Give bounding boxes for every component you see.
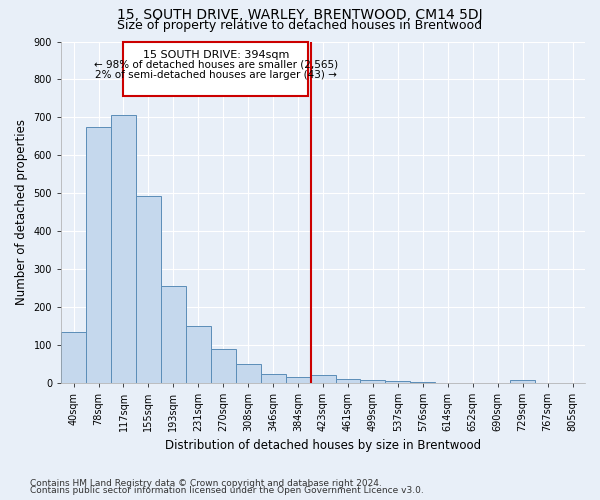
X-axis label: Distribution of detached houses by size in Brentwood: Distribution of detached houses by size …	[165, 440, 481, 452]
Y-axis label: Number of detached properties: Number of detached properties	[15, 119, 28, 305]
Text: ← 98% of detached houses are smaller (2,565): ← 98% of detached houses are smaller (2,…	[94, 60, 338, 70]
Bar	[361, 380, 385, 383]
Bar	[211, 350, 236, 383]
Bar	[286, 377, 311, 383]
Bar	[61, 332, 86, 383]
Text: 2% of semi-detached houses are larger (43) →: 2% of semi-detached houses are larger (4…	[95, 70, 337, 80]
Bar	[410, 382, 436, 383]
Bar	[186, 326, 211, 383]
FancyBboxPatch shape	[124, 42, 308, 96]
Text: Contains public sector information licensed under the Open Government Licence v3: Contains public sector information licen…	[30, 486, 424, 495]
Text: 15 SOUTH DRIVE: 394sqm: 15 SOUTH DRIVE: 394sqm	[143, 50, 289, 60]
Bar	[86, 127, 111, 383]
Bar	[236, 364, 260, 383]
Text: Contains HM Land Registry data © Crown copyright and database right 2024.: Contains HM Land Registry data © Crown c…	[30, 478, 382, 488]
Bar	[161, 286, 186, 383]
Bar	[311, 375, 335, 383]
Bar	[510, 380, 535, 383]
Text: Size of property relative to detached houses in Brentwood: Size of property relative to detached ho…	[118, 19, 482, 32]
Bar	[111, 116, 136, 383]
Bar	[385, 381, 410, 383]
Bar	[335, 379, 361, 383]
Bar	[136, 196, 161, 383]
Bar	[260, 374, 286, 383]
Text: 15, SOUTH DRIVE, WARLEY, BRENTWOOD, CM14 5DJ: 15, SOUTH DRIVE, WARLEY, BRENTWOOD, CM14…	[117, 8, 483, 22]
